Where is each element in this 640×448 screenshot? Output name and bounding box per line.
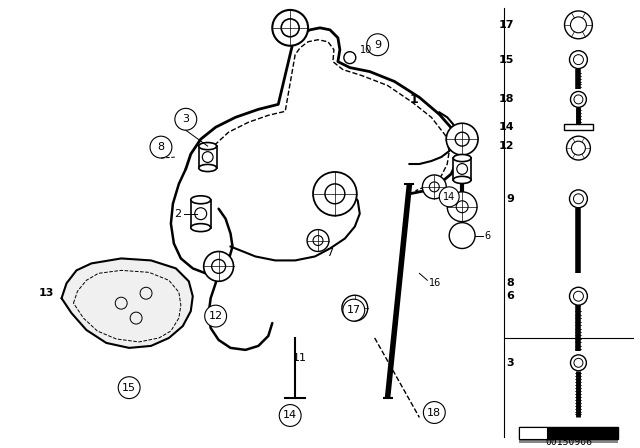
Text: 16: 16 (429, 278, 442, 289)
Ellipse shape (199, 142, 216, 150)
Circle shape (570, 190, 588, 208)
Circle shape (272, 10, 308, 46)
Circle shape (343, 299, 365, 321)
Text: 18: 18 (428, 408, 442, 418)
Text: 14: 14 (283, 410, 297, 421)
Ellipse shape (191, 224, 211, 232)
Text: 14: 14 (443, 192, 455, 202)
Bar (519, 427, 618, 439)
Text: 3: 3 (182, 114, 189, 124)
Circle shape (118, 377, 140, 399)
Circle shape (564, 11, 593, 39)
Circle shape (150, 136, 172, 158)
Bar (191, 200, 211, 228)
Text: 13: 13 (38, 288, 54, 298)
Polygon shape (61, 258, 193, 348)
Circle shape (205, 305, 227, 327)
Text: 18: 18 (499, 95, 514, 104)
Circle shape (307, 230, 329, 251)
Circle shape (447, 192, 477, 222)
Text: 10: 10 (360, 45, 372, 55)
Bar (519, 439, 618, 444)
Circle shape (570, 51, 588, 69)
Bar (453, 158, 471, 180)
Bar (199, 146, 216, 168)
Circle shape (449, 223, 475, 249)
Circle shape (204, 251, 234, 281)
Circle shape (367, 34, 388, 56)
Circle shape (439, 187, 459, 207)
Text: 3: 3 (506, 358, 514, 368)
Text: 2: 2 (173, 209, 181, 219)
Circle shape (175, 108, 196, 130)
Circle shape (570, 287, 588, 305)
Circle shape (344, 52, 356, 64)
Text: 6: 6 (484, 231, 490, 241)
Bar (519, 427, 547, 439)
Text: 17: 17 (347, 305, 361, 315)
Ellipse shape (199, 164, 216, 172)
Text: 15: 15 (499, 55, 514, 65)
Circle shape (422, 175, 446, 199)
Text: 1: 1 (410, 93, 419, 106)
Text: 12: 12 (209, 311, 223, 321)
Text: 17: 17 (499, 20, 514, 30)
Bar (564, 124, 593, 130)
Text: 9: 9 (506, 194, 514, 204)
Text: 7: 7 (326, 249, 333, 258)
Circle shape (342, 295, 368, 321)
Text: 11: 11 (293, 353, 307, 363)
Circle shape (424, 401, 445, 423)
Ellipse shape (453, 177, 471, 184)
Text: 15: 15 (122, 383, 136, 392)
Text: 00150906: 00150906 (545, 437, 592, 448)
Circle shape (570, 355, 586, 371)
Text: 8: 8 (157, 142, 164, 152)
Ellipse shape (453, 155, 471, 162)
Text: 8: 8 (506, 278, 514, 289)
Text: 14: 14 (498, 122, 514, 132)
Text: 9: 9 (374, 40, 381, 50)
Text: 6: 6 (506, 291, 514, 301)
Circle shape (279, 405, 301, 426)
Text: 12: 12 (499, 141, 514, 151)
Circle shape (313, 172, 356, 215)
Ellipse shape (191, 196, 211, 204)
Circle shape (446, 123, 478, 155)
Circle shape (570, 91, 586, 108)
Circle shape (566, 136, 590, 160)
